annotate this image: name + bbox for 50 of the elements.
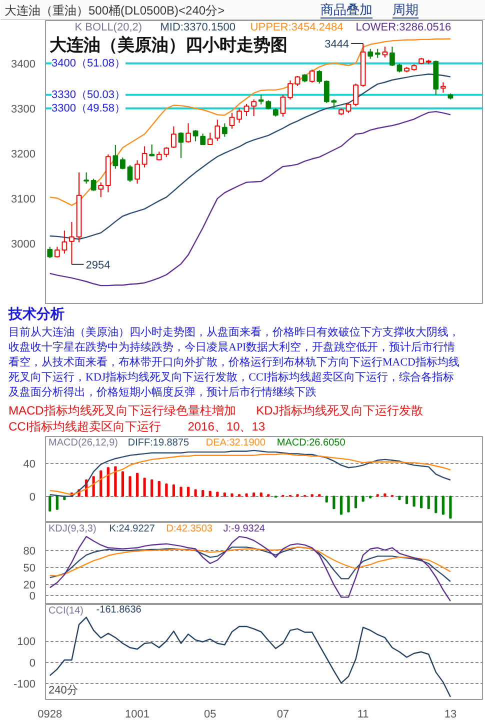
text: CCI指标均线超卖区向下运行 [8, 420, 162, 434]
ref-line-label: 3330（50.03） [52, 88, 126, 101]
text: 技术分析 [8, 306, 64, 322]
series-label: DEA:32.1900 [206, 438, 266, 448]
x-tick-label: 11 [357, 708, 369, 720]
x-tick-label: 1001 [125, 708, 150, 720]
text: MID:3370.1500 [160, 22, 236, 34]
annotation: 3444 [324, 38, 350, 50]
text: KDJ指标均线死叉向下运行发散 [256, 404, 423, 418]
legend-title: KDJ(9,3,3) [48, 524, 96, 534]
legend-title: CCI(14) [48, 606, 84, 616]
ref-line-label: 3300（49.58） [52, 102, 126, 114]
text: MACD指标均线死叉向下运行绿色量柱增加 [8, 404, 236, 418]
series-label: D:42.3503 [166, 524, 213, 534]
series-label: DIFF:19.8875 [128, 438, 190, 448]
y-tick-label: 40 [23, 458, 36, 471]
text: MACD:26.6050 [276, 438, 346, 448]
text: 周期 [392, 2, 418, 17]
text: 2016、10、13 [188, 420, 266, 434]
chart-title: 大连油（重油）500桶(DL0500B)<240分> [4, 4, 225, 18]
text: 大连油（美原油）四小时走势图 [50, 36, 288, 54]
y-tick-label: 100 [17, 636, 36, 648]
y-tick-label: 50 [23, 562, 36, 574]
y-tick-label: -100 [13, 678, 36, 691]
x-tick-label: 05 [204, 708, 216, 720]
y-tick-label: 3300 [11, 103, 36, 116]
text: LOWER:3286.0516 [356, 22, 452, 34]
y-tick-label: 0 [29, 657, 36, 670]
series-label: K:24.9227 [109, 524, 156, 534]
x-tick-label: 13 [444, 708, 457, 720]
text: 目前从大连油（美原油）四小时走势图，从盘面来看，价格昨日有效破位下方支撑收大阴线，收盘收十字星在跌势中为持续跌势，今日凌晨API数据大利空，开盘跳空低开，预计后市行情看空，从技术面来看，布林带开口向外扩散，价格运行到布林轨下方向下运行MACD指标均线死叉向下运行，KDJ指标均线死叉向下运行发散，CCI指标均线超卖区向下运行，综合各指标及盘面分析得出，价格短期小幅度反弹，预计后市行情继续下跌 [8, 326, 460, 398]
x-tick-label: 0928 [38, 708, 62, 720]
legend-title: MACD(26,12,9) [48, 438, 118, 448]
series-label: J:-9.9324 [223, 524, 266, 534]
y-tick-label: 20 [23, 579, 36, 592]
text: 商品叠加 [320, 2, 372, 17]
series-label: -161.8636 [96, 604, 142, 616]
y-tick-label: 3100 [11, 194, 36, 206]
x-tick-label: 07 [276, 708, 290, 720]
y-tick-label: 3000 [11, 238, 36, 251]
y-tick-label: 3400 [11, 58, 36, 70]
annotation: 2954 [86, 259, 110, 272]
y-tick-label: 3200 [11, 148, 36, 160]
y-tick-label: 0 [29, 491, 36, 504]
y-tick-label: 80 [23, 546, 36, 558]
ref-line-label: 3400（51.08） [52, 57, 126, 70]
x-axis-title: 240分 [48, 684, 78, 696]
text: UPPER:3454.2484 [250, 22, 344, 34]
legend-title: K BOLL(20,2) [74, 22, 142, 34]
y-tick-label: 0 [29, 590, 36, 603]
